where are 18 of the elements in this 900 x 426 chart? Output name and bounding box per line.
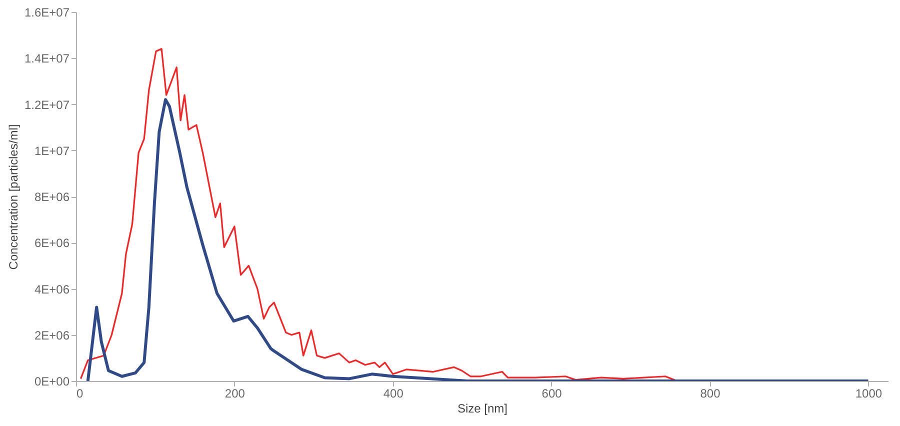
x-tick-label: 200 (224, 386, 246, 400)
x-tick-label: 600 (542, 386, 562, 400)
y-tick-label: 8E+06 (34, 190, 70, 204)
y-tick-label: 1E+07 (34, 144, 70, 158)
x-tick-label: 1000 (855, 386, 882, 400)
y-tick-label: 1.2E+07 (24, 98, 70, 112)
line-series (86, 98, 870, 381)
x-axis-title: Size [nm] (457, 402, 508, 416)
y-tick-label: 1.6E+07 (24, 6, 70, 20)
y-tick-label: 4E+06 (34, 282, 70, 296)
x-tick-label: 400 (383, 386, 404, 400)
y-tick-label: 0E+00 (34, 374, 70, 388)
x-tick-label: 800 (700, 386, 721, 400)
x-tick-label: 0 (76, 386, 84, 400)
y-tick-label: 1.4E+07 (24, 52, 70, 66)
y-axis-title: Concentration [particles/ml] (6, 124, 20, 270)
y-tick-label: 2E+06 (34, 328, 70, 342)
y-tick-label: 6E+06 (34, 236, 70, 250)
